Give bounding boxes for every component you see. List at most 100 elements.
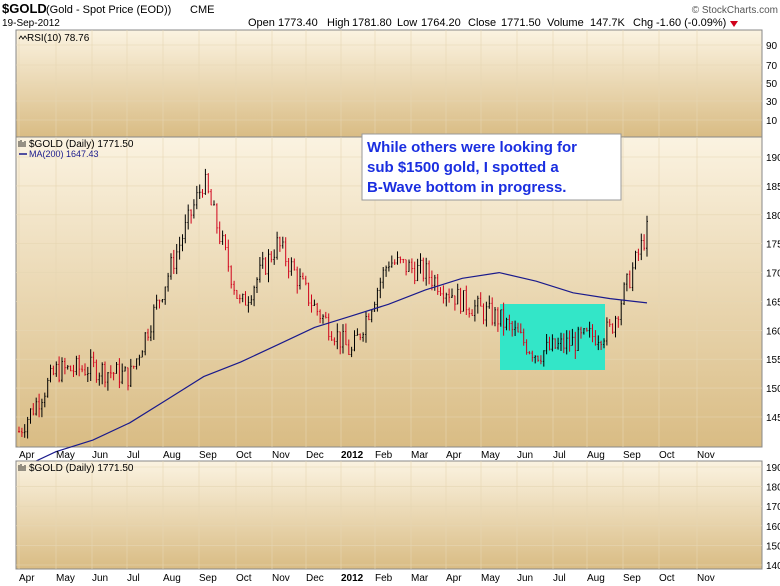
price-bar <box>178 236 181 260</box>
price-bar <box>276 231 279 260</box>
price-bar <box>585 327 588 332</box>
price-bar <box>514 320 517 336</box>
price-bar <box>451 288 453 298</box>
price-bar <box>310 294 313 313</box>
close-label: Close <box>468 17 496 29</box>
price-bar <box>499 309 502 327</box>
bottom-legend: $GOLD (Daily) 1771.50 <box>29 463 134 474</box>
price-bar <box>522 328 525 346</box>
price-bar <box>281 236 284 249</box>
x-tick-label: Apr <box>19 450 35 461</box>
price-bar <box>58 356 61 383</box>
open-label: Open <box>248 17 275 29</box>
price-bar <box>164 286 167 305</box>
x-tick-label: Jul <box>553 573 566 584</box>
price-bar <box>221 230 224 245</box>
price-bar <box>121 363 124 385</box>
x-tick-label: Sep <box>199 450 217 461</box>
price-bar <box>104 361 106 388</box>
x-tick-label: Mar <box>411 573 429 584</box>
price-bar <box>152 304 155 340</box>
x-tick-label: 2012 <box>341 573 364 584</box>
price-bar <box>247 296 250 313</box>
price-bar <box>456 283 459 305</box>
price-bar <box>319 309 322 324</box>
price-bar <box>101 362 104 385</box>
price-tick-label: 1800 <box>766 211 780 222</box>
price-bar <box>468 307 471 318</box>
price-bar <box>167 272 170 292</box>
price-bar <box>299 268 301 290</box>
bottom-tick-label: 1600 <box>766 522 780 533</box>
price-bar <box>465 285 468 315</box>
price-bar <box>588 321 591 338</box>
price-bar <box>72 364 75 377</box>
price-bar <box>568 330 571 352</box>
annotation-line-3: B-Wave bottom in progress. <box>367 179 566 196</box>
price-bar <box>502 302 505 336</box>
price-bar <box>324 311 327 319</box>
price-bar <box>316 302 319 316</box>
price-bar <box>562 333 565 354</box>
price-bar <box>95 359 98 383</box>
price-bar <box>459 287 462 314</box>
price-bar <box>181 234 184 252</box>
price-bar <box>511 321 514 337</box>
x-tick-label: Apr <box>19 573 35 584</box>
price-bar <box>344 323 347 346</box>
price-tick-label: 1900 <box>766 153 780 164</box>
price-bar <box>646 215 648 257</box>
price-bar <box>603 338 605 349</box>
x-tick-label: Sep <box>623 573 641 584</box>
price-bar <box>301 272 304 280</box>
price-bar <box>413 261 416 285</box>
x-tick-label: Oct <box>236 450 252 461</box>
price-bar <box>643 234 646 251</box>
price-bar <box>339 331 342 355</box>
price-bar <box>313 299 316 306</box>
x-tick-label: Apr <box>446 573 462 584</box>
bottom-tick-label: 1400 <box>766 561 780 572</box>
price-bar <box>370 309 373 323</box>
x-tick-label: Oct <box>659 450 675 461</box>
price-bar <box>482 303 485 325</box>
price-bar <box>118 358 121 389</box>
price-bar <box>195 185 198 210</box>
price-bar <box>63 357 66 375</box>
price-bar <box>640 233 643 261</box>
price-bar <box>92 351 95 368</box>
x-tick-label: Jun <box>92 573 108 584</box>
x-tick-label: Sep <box>199 573 217 584</box>
x-tick-label: Nov <box>697 450 715 461</box>
price-bar <box>433 274 436 291</box>
price-bar <box>488 295 491 309</box>
price-bar <box>390 255 393 268</box>
description: (Gold - Spot Price (EOD)) <box>46 4 171 16</box>
bottom-bars-icon <box>18 464 26 471</box>
price-bar <box>149 325 152 342</box>
price-bar <box>551 334 554 352</box>
price-bar <box>330 331 333 341</box>
price-bar <box>631 262 634 292</box>
price-bar <box>385 265 388 277</box>
price-bar <box>224 234 227 251</box>
price-bar <box>250 295 253 305</box>
bottom-tick-label: 1500 <box>766 541 780 552</box>
price-bar <box>399 256 402 264</box>
price-bar <box>132 365 135 369</box>
price-bar <box>273 249 276 265</box>
chart-date: 19-Sep-2012 <box>2 18 60 29</box>
price-bar <box>18 426 20 433</box>
price-bar <box>373 301 376 312</box>
price-bar <box>557 337 560 350</box>
annotation-box: While others were looking for sub $1500 … <box>361 133 622 201</box>
price-bar <box>198 184 201 199</box>
x-tick-label: Aug <box>163 573 181 584</box>
bottom-grid <box>16 461 762 569</box>
volume-label: Volume <box>547 17 584 29</box>
price-bar <box>594 330 597 346</box>
price-bar <box>40 398 43 418</box>
price-bar <box>505 317 508 331</box>
watermark: © StockCharts.com <box>692 5 778 16</box>
price-bar <box>625 273 628 292</box>
